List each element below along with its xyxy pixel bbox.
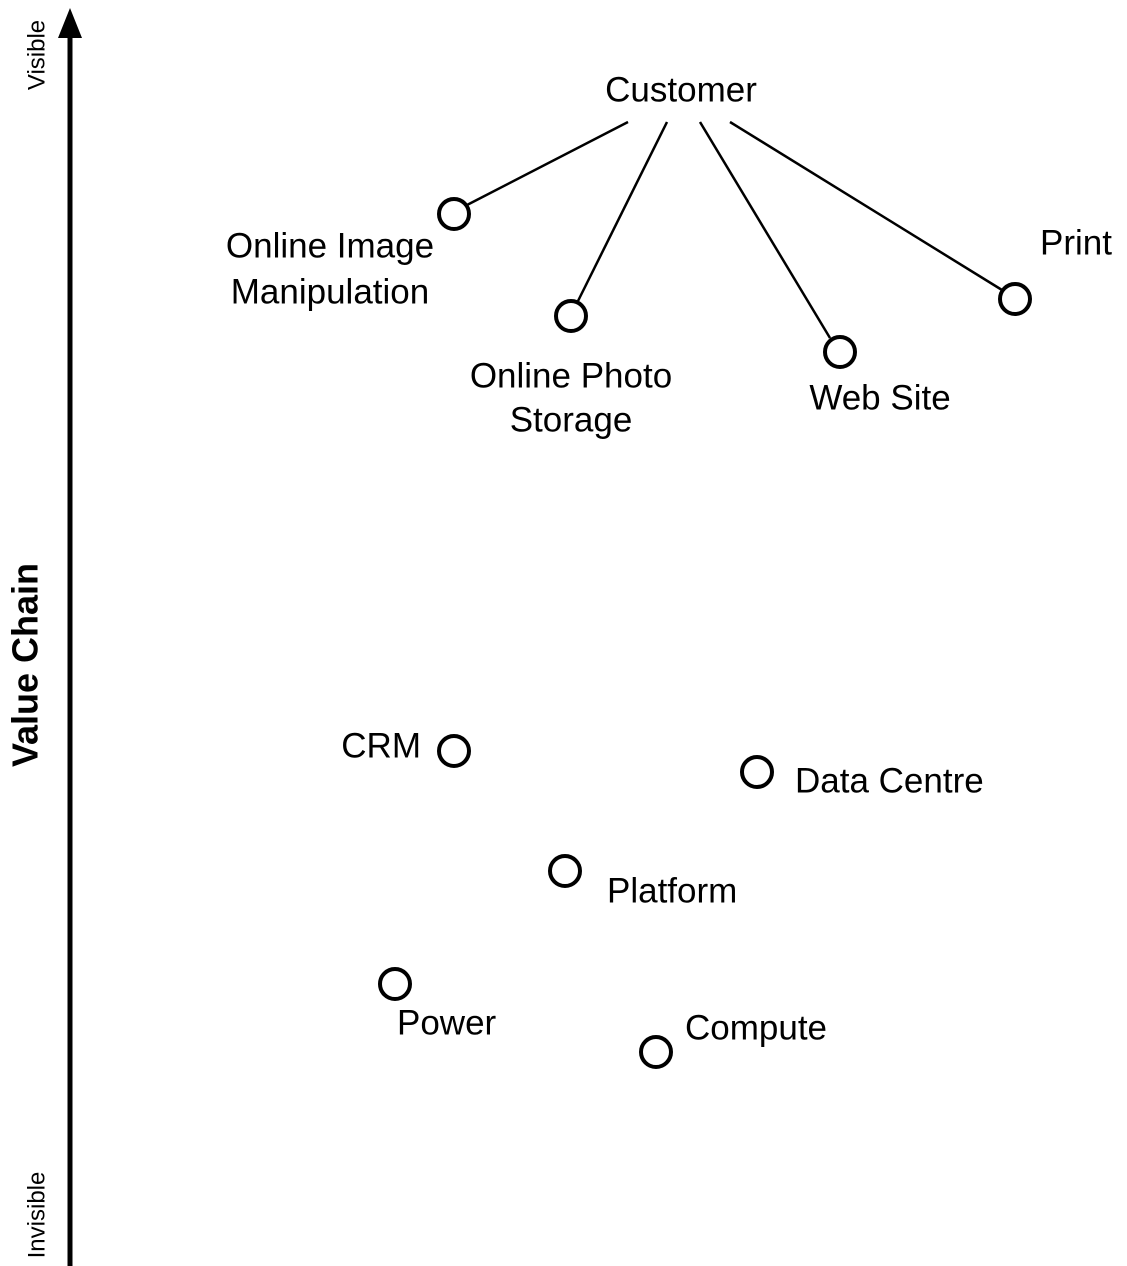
- link: [698, 121, 832, 339]
- node: [378, 967, 412, 1001]
- node-label: Compute: [685, 1008, 827, 1047]
- link: [576, 121, 669, 302]
- axis-top-label: Visible: [23, 20, 50, 90]
- node-label: Manipulation: [231, 272, 429, 311]
- node-label: Power: [397, 1003, 497, 1042]
- node: [998, 282, 1032, 316]
- node: [554, 299, 588, 333]
- node-label: Web Site: [809, 378, 950, 417]
- node: [437, 197, 471, 231]
- node: [740, 755, 774, 789]
- link: [466, 120, 629, 207]
- node-label: Print: [1040, 223, 1112, 262]
- node: [823, 335, 857, 369]
- axis-label: Value Chain: [5, 563, 46, 767]
- node: [437, 734, 471, 768]
- axis-arrow: [58, 8, 82, 38]
- node-label: Platform: [607, 871, 737, 910]
- root-label: Customer: [605, 70, 757, 109]
- node: [548, 854, 582, 888]
- node-label: Online Image: [226, 226, 434, 265]
- node: [639, 1035, 673, 1069]
- node-label: Online Photo: [470, 356, 672, 395]
- axis-bottom-label: Invisible: [23, 1172, 50, 1259]
- node-label: CRM: [341, 726, 421, 765]
- node-label: Storage: [510, 400, 633, 439]
- node-label: Data Centre: [795, 761, 984, 800]
- link: [729, 120, 1003, 292]
